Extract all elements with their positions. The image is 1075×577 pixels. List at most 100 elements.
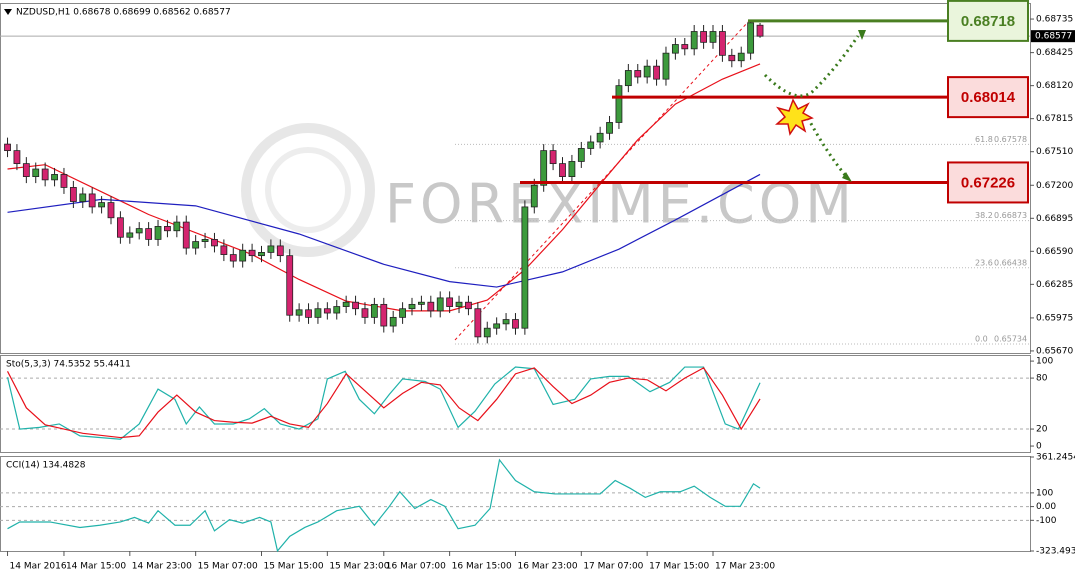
x-tick-label: 15 Mar 07:00	[198, 562, 258, 572]
stoch-panel	[0, 355, 1031, 453]
candle-body	[361, 308, 369, 318]
fib-level: 23.6	[975, 258, 993, 267]
line	[7, 458, 761, 553]
x-tick-label: 14 Mar 23:00	[132, 562, 192, 572]
arrow-down	[806, 117, 847, 176]
candle-body	[229, 254, 237, 262]
fib-price: 0.67578	[994, 135, 1027, 144]
candle-body	[333, 306, 341, 314]
level-box	[947, 0, 1029, 42]
y-tick-label: 0.68120	[1036, 81, 1073, 91]
y-tick-label: 0.65975	[1036, 313, 1073, 323]
candle-body	[267, 245, 275, 253]
y-tick-label: 361.2454	[1036, 453, 1075, 463]
fib-price: 0.65734	[994, 335, 1027, 344]
candle-body	[662, 52, 670, 80]
candle-body	[98, 202, 105, 208]
candle-body	[323, 308, 331, 314]
x-tick-label: 14 Mar 15:00	[66, 562, 126, 572]
y-tick-label: 100	[1036, 357, 1053, 367]
candle-body	[69, 187, 77, 202]
y-tick-label: 0.00	[1036, 502, 1056, 512]
candle-body	[549, 150, 557, 165]
candle-body	[126, 232, 134, 238]
candle-body	[399, 308, 406, 318]
x-tick-label: 17 Mar 07:00	[583, 562, 643, 572]
line	[6, 366, 761, 440]
candle-body	[258, 252, 265, 257]
y-tick-label: 0.67510	[1036, 147, 1073, 157]
arrow-head	[842, 172, 852, 182]
y-tick-label: 0.67200	[1036, 181, 1073, 191]
main-panel	[0, 3, 1031, 354]
logo-ring	[265, 147, 351, 233]
candle-body	[305, 309, 312, 318]
candle-body	[295, 309, 303, 316]
panel-title: NZDUSD,H1 0.68678 0.68699 0.68562 0.6857…	[16, 8, 231, 18]
candle-body	[314, 308, 322, 318]
panel-title: Sto(5,3,3) 74.5352 55.4411	[6, 360, 131, 370]
candle-body	[418, 301, 425, 305]
y-tick-label: 0.68425	[1036, 48, 1073, 58]
candle-body	[13, 150, 21, 165]
candle-body	[41, 168, 49, 181]
candle-body	[521, 206, 529, 329]
candle-body	[624, 70, 632, 87]
candle-body	[587, 141, 595, 149]
line	[6, 367, 761, 439]
x-tick-label: 15 Mar 15:00	[263, 562, 323, 572]
candle-body	[653, 65, 660, 80]
candle-body	[756, 24, 764, 37]
candle-body	[117, 217, 124, 238]
candle-body	[540, 150, 548, 186]
candle-body	[615, 85, 623, 123]
x-tick-label: 16 Mar 15:00	[452, 562, 512, 572]
panel-title: CCI(14) 134.4828	[6, 461, 86, 471]
candle-body	[32, 168, 40, 178]
x-tick-label: 16 Mar 23:00	[517, 562, 577, 572]
candle-body	[681, 44, 689, 50]
logo-ring	[241, 123, 375, 257]
y-tick-label: 0.66895	[1036, 214, 1073, 224]
y-tick-label: 20	[1036, 425, 1048, 435]
candle-body	[700, 31, 707, 43]
symbol-menu-icon	[4, 9, 12, 15]
candle-body	[135, 228, 143, 234]
candle-body	[455, 301, 463, 307]
candle-body	[4, 143, 11, 152]
candle-body	[22, 163, 30, 178]
candle-body	[154, 226, 162, 240]
arrow-up	[763, 35, 860, 98]
x-tick-label: 17 Mar 15:00	[649, 562, 709, 572]
level-label: 0.68718	[961, 13, 1015, 30]
candle-body	[276, 245, 284, 257]
candle-body	[465, 301, 472, 310]
x-tick-label: 14 Mar 2016	[10, 562, 67, 572]
fib-level: 61.8	[975, 135, 993, 144]
candle-body	[427, 301, 435, 312]
candle-body	[671, 44, 679, 54]
candle-body	[239, 249, 247, 262]
level-box	[947, 76, 1029, 119]
y-tick-label: -323.4935	[1036, 547, 1075, 557]
forecast-arrows	[763, 35, 860, 176]
candle-body	[530, 184, 538, 208]
candle-body	[643, 65, 651, 78]
candle-body	[164, 226, 171, 232]
candle-body	[737, 52, 745, 62]
candle-body	[634, 70, 642, 78]
candle-body	[145, 228, 153, 240]
explosion-icon	[775, 98, 814, 136]
level-label: 0.67226	[961, 174, 1015, 191]
candle-body	[192, 241, 200, 249]
y-tick-label: 0.66285	[1036, 280, 1073, 290]
candle-body	[493, 323, 501, 329]
candle-body	[389, 316, 397, 327]
fib-price: 0.66873	[994, 211, 1027, 220]
candle-body	[60, 174, 68, 188]
candle-body	[211, 239, 218, 247]
y-tick-label: -100	[1036, 516, 1057, 526]
y-tick-label: 100	[1036, 488, 1053, 498]
candle-body	[173, 221, 181, 232]
